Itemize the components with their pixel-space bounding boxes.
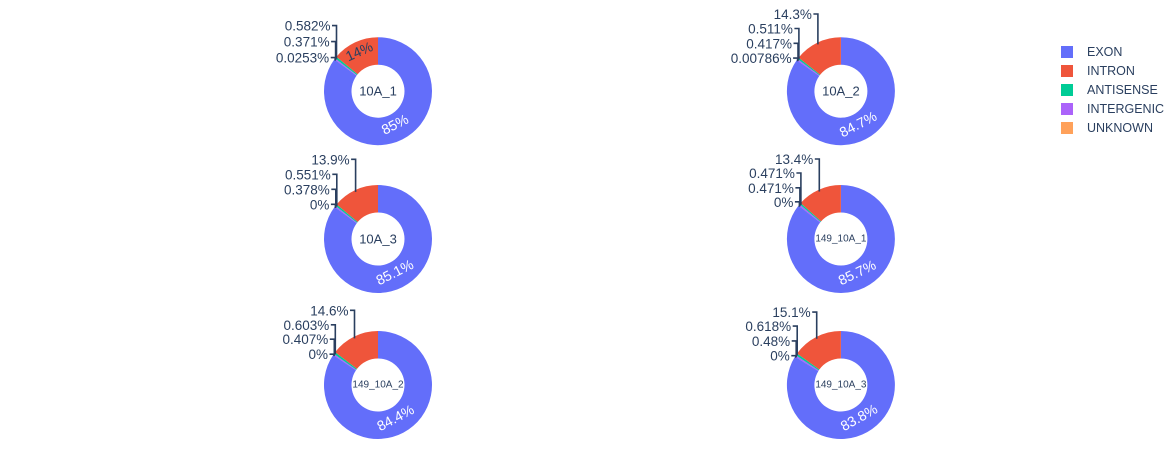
svg-text:0.417%: 0.417% bbox=[746, 36, 792, 51]
svg-text:13.9%: 13.9% bbox=[311, 152, 349, 167]
svg-text:0.00786%: 0.00786% bbox=[731, 51, 792, 66]
svg-text:0.603%: 0.603% bbox=[284, 318, 330, 333]
svg-text:0%: 0% bbox=[308, 347, 328, 362]
svg-text:10A_2: 10A_2 bbox=[822, 84, 860, 99]
svg-text:14.6%: 14.6% bbox=[310, 303, 348, 318]
svg-text:14.3%: 14.3% bbox=[774, 7, 812, 22]
svg-text:0%: 0% bbox=[774, 195, 794, 210]
svg-text:0.378%: 0.378% bbox=[284, 182, 330, 197]
svg-text:0.618%: 0.618% bbox=[745, 319, 791, 334]
svg-text:0%: 0% bbox=[310, 197, 330, 212]
svg-text:0.371%: 0.371% bbox=[284, 35, 330, 50]
svg-text:149_10A_3: 149_10A_3 bbox=[815, 380, 867, 391]
svg-text:13.4%: 13.4% bbox=[775, 152, 813, 167]
svg-text:15.1%: 15.1% bbox=[772, 305, 810, 320]
svg-text:0%: 0% bbox=[770, 349, 790, 364]
svg-text:UNKNOWN: UNKNOWN bbox=[1087, 121, 1153, 135]
svg-text:0.407%: 0.407% bbox=[283, 332, 329, 347]
svg-text:10A_3: 10A_3 bbox=[359, 232, 397, 247]
svg-text:149_10A_1: 149_10A_1 bbox=[815, 234, 867, 245]
svg-text:INTERGENIC: INTERGENIC bbox=[1087, 102, 1164, 116]
svg-text:ANTISENSE: ANTISENSE bbox=[1087, 83, 1158, 97]
svg-text:0.471%: 0.471% bbox=[748, 181, 794, 196]
svg-text:EXON: EXON bbox=[1087, 45, 1122, 59]
svg-text:0.551%: 0.551% bbox=[285, 167, 331, 182]
svg-text:10A_1: 10A_1 bbox=[359, 84, 397, 99]
svg-text:0.0253%: 0.0253% bbox=[276, 51, 329, 66]
svg-text:0.582%: 0.582% bbox=[285, 19, 331, 34]
svg-text:0.471%: 0.471% bbox=[749, 166, 795, 181]
svg-text:0.48%: 0.48% bbox=[752, 334, 790, 349]
svg-text:INTRON: INTRON bbox=[1087, 64, 1135, 78]
svg-text:0.511%: 0.511% bbox=[748, 22, 793, 37]
svg-text:149_10A_2: 149_10A_2 bbox=[352, 380, 404, 391]
